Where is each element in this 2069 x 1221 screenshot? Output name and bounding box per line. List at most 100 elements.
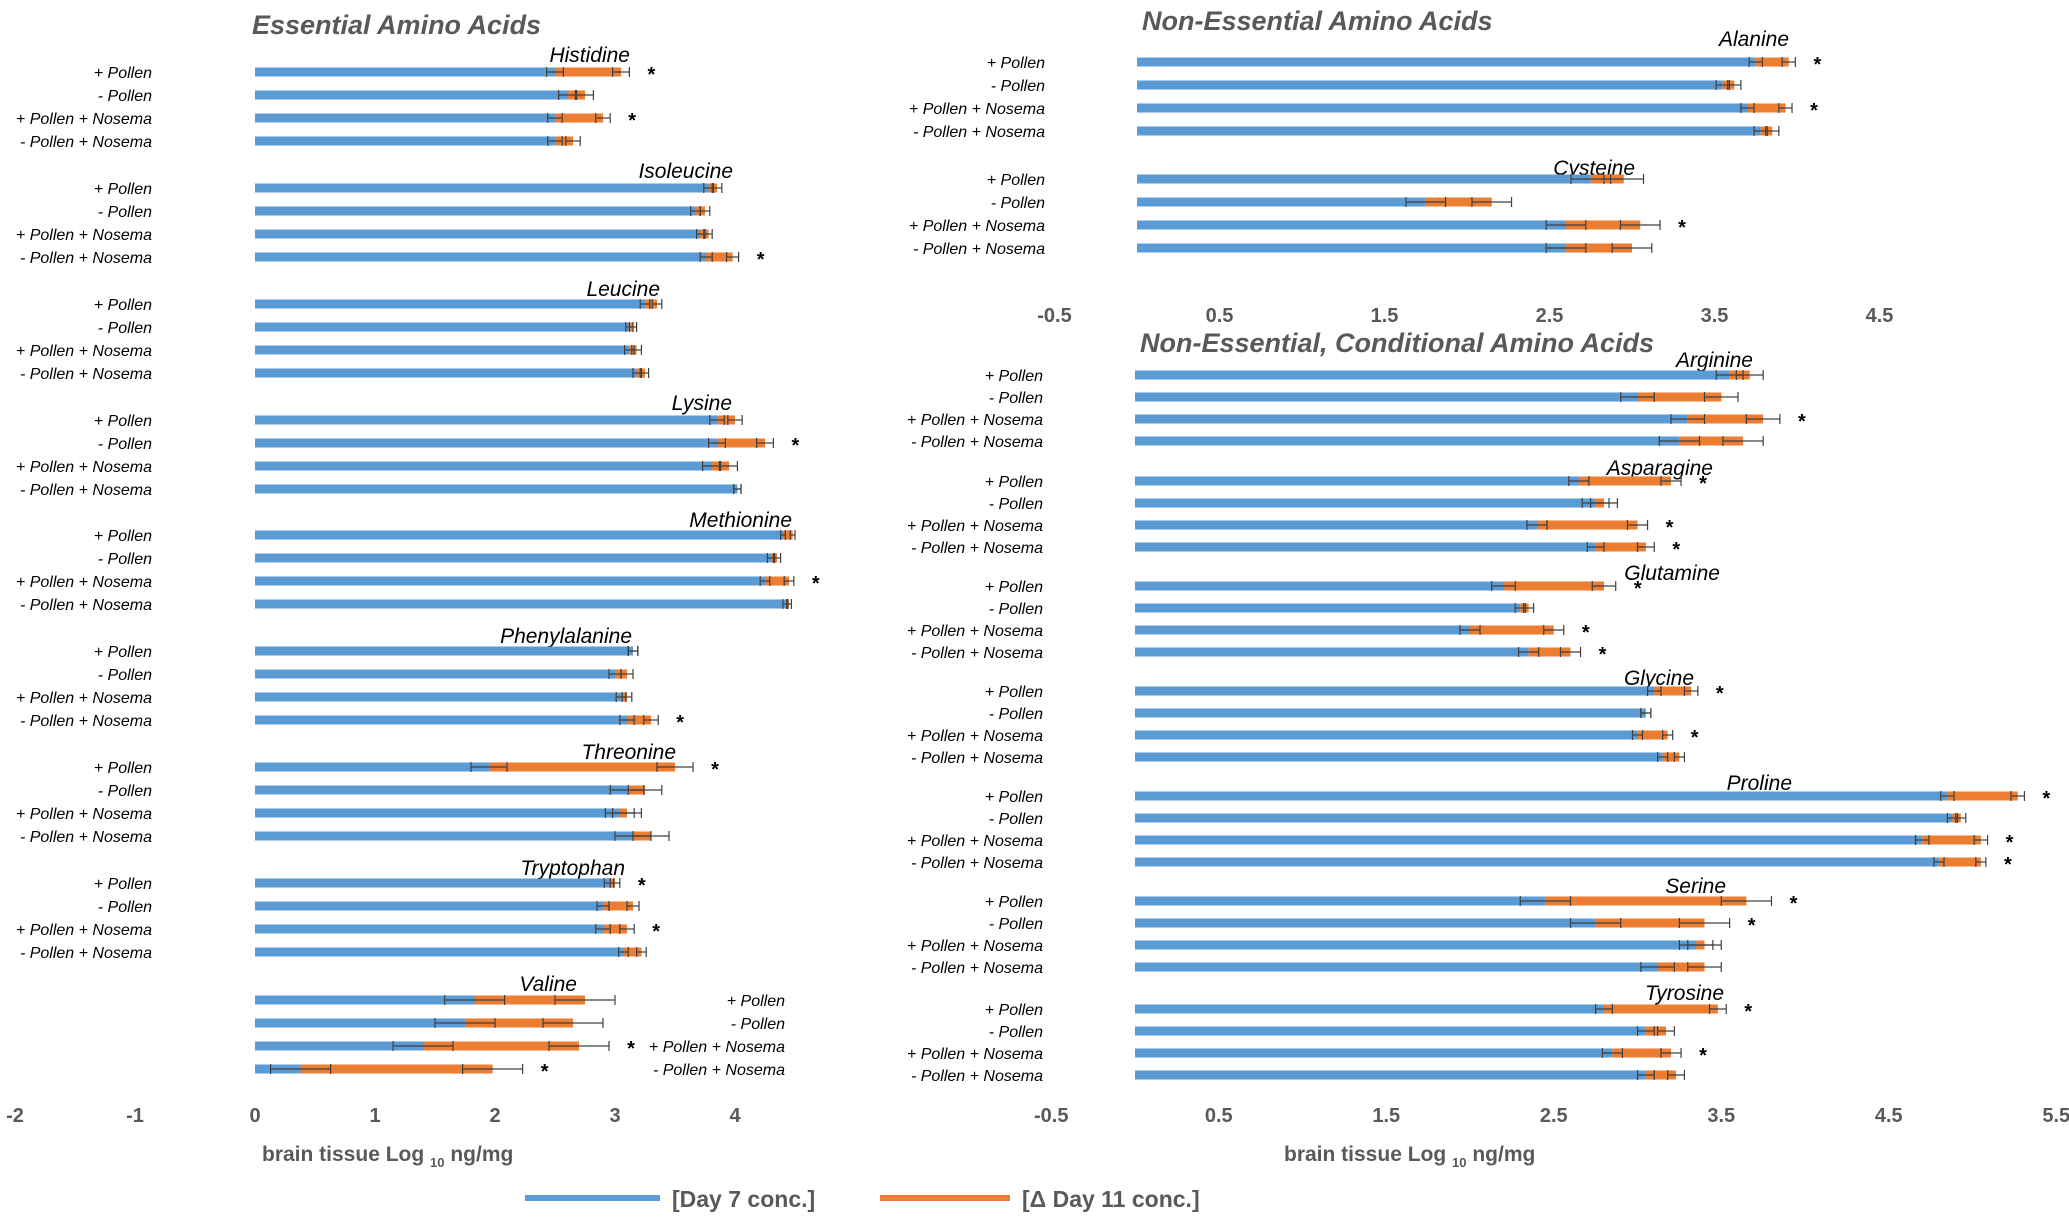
significance-star: * [2006,832,2014,854]
panel2-tick-label: 3.5 [1701,305,1729,327]
bar-day7-glutamine [1135,603,1521,613]
amino-acid-label-tryptophan: Tryptophan [520,857,625,880]
panel1-tick-label: 0 [249,1105,260,1127]
treatment-label: + Pollen + Nosema [907,1046,1043,1063]
treatment-label: + Pollen [94,876,152,893]
treatment-label: + Pollen + Nosema [16,459,152,476]
treatment-label: + Pollen [985,474,1043,491]
bar-day7-alanine [1137,57,1756,67]
treatment-label: - Pollen [989,811,1043,828]
bar-day7-asparagine [1135,542,1596,552]
amino-acid-label-glutamine: Glutamine [1624,562,1720,585]
bar-delta11-proline [1947,791,2018,801]
bar-delta11-histidine [555,113,603,123]
bar-day7-threonine [255,831,651,841]
significance-star: * [638,875,646,897]
treatment-label: + Pollen + Nosema [16,227,152,244]
amino-acid-label-lysine: Lysine [672,392,732,415]
panel1-tick-label: -2 [6,1105,24,1127]
significance-star: * [652,921,660,943]
treatment-label: - Pollen [989,390,1043,407]
significance-star: * [2043,788,2051,810]
significance-star: * [648,64,656,86]
bar-day7-tryptophan [255,878,615,888]
bar-day7-histidine [255,67,555,77]
bar-day7-glycine [1135,708,1646,718]
treatment-label: + Pollen + Nosema [907,518,1043,535]
bar-delta11-asparagine [1578,476,1671,486]
bar-delta11-proline [1922,835,1981,845]
treatment-label: - Pollen [989,706,1043,723]
treatment-label: + Pollen + Nosema [909,101,1045,118]
bar-day7-isoleucine [255,183,717,193]
treatment-label: - Pollen [98,783,152,800]
bar-delta11-cysteine [1566,243,1632,253]
bar-day7-cysteine [1137,197,1426,207]
panel2-tick-label: -0.5 [1037,305,1071,327]
amino-acid-label-threonine: Threonine [581,741,676,764]
bar-delta11-valine [423,1041,579,1051]
significance-star: * [1790,893,1798,915]
bar-day7-threonine [255,762,489,772]
bar-day7-serine [1135,918,1596,928]
treatment-label: + Pollen [94,644,152,661]
significance-star: * [711,759,719,781]
bar-delta11-lysine [717,415,735,425]
treatment-label: - Pollen + Nosema [911,434,1043,451]
significance-star: * [1744,1001,1752,1023]
bar-day7-cysteine [1137,220,1566,230]
bar-day7-lysine [255,484,738,494]
amino-acid-label-arginine: Arginine [1674,349,1753,372]
treatment-label: - Pollen [989,601,1043,618]
bar-day7-tryptophan [255,924,603,934]
treatment-label: - Pollen [98,320,152,337]
bar-day7-leucine [255,299,645,309]
bar-day7-tyrosine [1135,1048,1613,1058]
treatment-label: + Pollen [987,55,1045,72]
treatment-label: - Pollen [991,195,1045,212]
bar-delta11-alanine [1755,57,1789,67]
treatment-label: - Pollen [989,496,1043,513]
bar-delta11-asparagine [1537,520,1638,530]
bar-day7-alanine [1137,103,1748,113]
bar-day7-serine [1135,940,1705,950]
treatment-label: - Pollen + Nosema [913,124,1045,141]
bar-day7-leucine [255,322,633,332]
bar-day7-phenylalanine [255,646,633,656]
bar-delta11-serine [1657,962,1705,972]
bar-delta11-glycine [1637,730,1668,740]
bar-delta11-leucine [645,299,657,309]
bar-day7-methionine [255,530,783,540]
bar-day7-phenylalanine [255,669,627,679]
bar-day7-lysine [255,415,717,425]
amino-acid-label-serine: Serine [1665,875,1726,898]
treatment-label: - Pollen + Nosema [20,945,152,962]
bar-day7-alanine [1137,126,1761,136]
bar-delta11-glutamine [1503,581,1604,591]
bar-delta11-tyrosine [1645,1070,1677,1080]
amino-acid-label-isoleucine: Isoleucine [638,160,733,183]
treatment-label: - Pollen + Nosema [20,713,152,730]
bar-day7-methionine [255,553,771,563]
treatment-label: - Pollen + Nosema [911,645,1043,662]
panel3-tick-label: -0.5 [1034,1105,1068,1127]
bar-delta11-threonine [489,762,675,772]
panel2-title: Non-Essential Amino Acids [1142,6,1493,36]
bar-delta11-valine [300,1064,493,1074]
treatment-label: - Pollen + Nosema [20,829,152,846]
significance-star: * [812,573,820,595]
bar-delta11-glutamine [1528,647,1571,657]
significance-star: * [627,1038,635,1060]
treatment-label: + Pollen [94,181,152,198]
panel3-tick-label: 3.5 [1707,1105,1735,1127]
treatment-label: - Pollen [731,1016,785,1033]
panel1-tick-label: 4 [729,1105,741,1127]
bar-day7-tryptophan [255,947,642,957]
bar-day7-lysine [255,438,765,448]
bar-day7-glutamine [1135,625,1470,635]
bar-day7-cysteine [1137,243,1566,253]
bar-day7-tryptophan [255,901,633,911]
significance-star: * [1699,473,1707,495]
treatment-label: + Pollen [985,894,1043,911]
bar-day7-cysteine [1137,174,1591,184]
